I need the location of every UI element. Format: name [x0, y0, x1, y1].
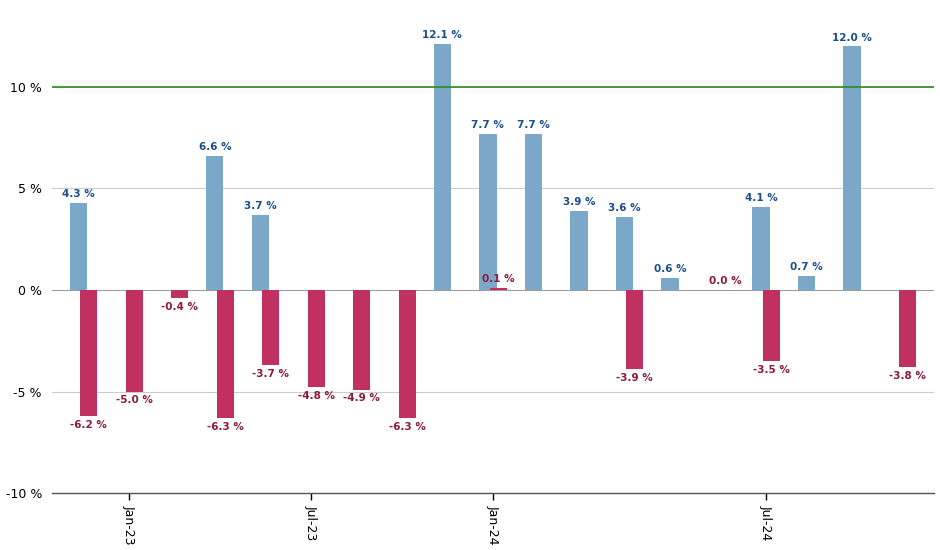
Bar [571, 211, 588, 290]
Bar [798, 276, 815, 290]
Text: -0.4 %: -0.4 % [161, 302, 198, 312]
Text: -3.5 %: -3.5 % [753, 365, 790, 375]
Bar [252, 215, 269, 290]
Text: -3.9 %: -3.9 % [617, 373, 653, 383]
Text: 3.9 %: 3.9 % [563, 197, 595, 207]
Bar [762, 290, 780, 361]
Bar [126, 290, 143, 392]
Text: 0.7 %: 0.7 % [790, 262, 822, 272]
Bar [843, 46, 860, 290]
Text: -3.7 %: -3.7 % [252, 369, 290, 379]
Bar [616, 217, 633, 290]
Text: 12.1 %: 12.1 % [422, 30, 462, 41]
Bar [70, 202, 87, 290]
Bar [626, 290, 643, 369]
Bar [80, 290, 98, 416]
Bar [171, 290, 188, 298]
Text: 7.7 %: 7.7 % [517, 120, 550, 130]
Text: -4.8 %: -4.8 % [298, 391, 335, 401]
Text: 3.6 %: 3.6 % [608, 203, 641, 213]
Bar [262, 290, 279, 365]
Text: 12.0 %: 12.0 % [832, 32, 871, 42]
Text: 3.7 %: 3.7 % [244, 201, 276, 211]
Text: -6.2 %: -6.2 % [70, 420, 107, 430]
Bar [399, 290, 415, 418]
Bar [433, 44, 451, 290]
Text: 4.3 %: 4.3 % [62, 189, 95, 199]
Bar [490, 288, 507, 290]
Bar [353, 290, 370, 389]
Bar [900, 290, 916, 367]
Text: 4.1 %: 4.1 % [744, 193, 777, 203]
Text: 7.7 %: 7.7 % [472, 120, 504, 130]
Text: -6.3 %: -6.3 % [389, 422, 426, 432]
Text: 6.6 %: 6.6 % [198, 142, 231, 152]
Text: 0.1 %: 0.1 % [482, 274, 514, 284]
Bar [525, 134, 542, 290]
Bar [307, 290, 325, 388]
Bar [661, 278, 679, 290]
Text: -5.0 %: -5.0 % [116, 395, 152, 405]
Bar [206, 156, 224, 290]
Text: -4.9 %: -4.9 % [343, 393, 380, 403]
Bar [479, 134, 496, 290]
Text: -3.8 %: -3.8 % [889, 371, 926, 381]
Bar [216, 290, 234, 418]
Text: 0.6 %: 0.6 % [653, 264, 686, 274]
Text: 0.0 %: 0.0 % [710, 276, 742, 287]
Text: -6.3 %: -6.3 % [207, 422, 243, 432]
Bar [752, 207, 770, 290]
